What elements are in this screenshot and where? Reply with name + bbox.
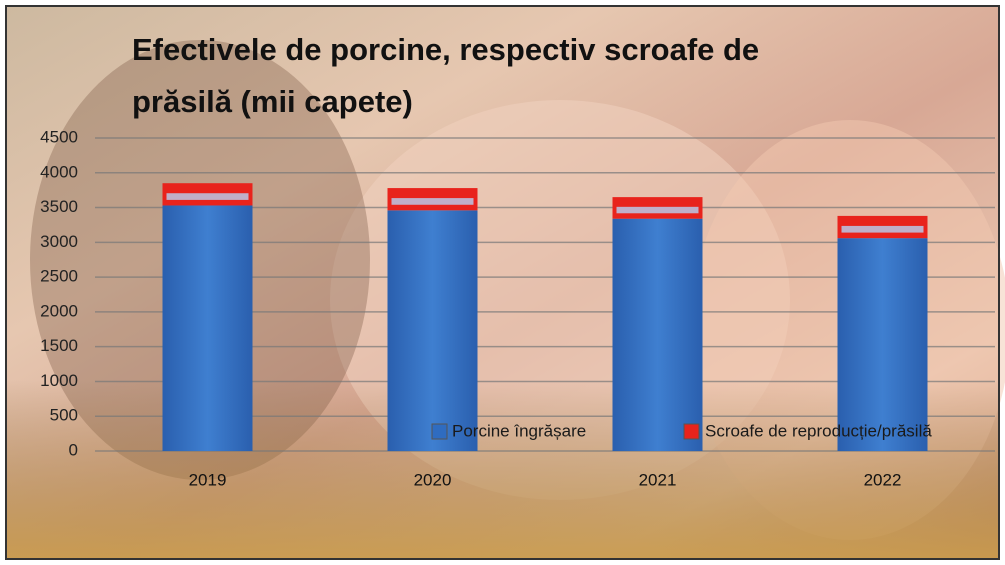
y-tick-label: 4500 <box>40 127 78 146</box>
segment-highlight <box>391 198 474 205</box>
y-tick-label: 3000 <box>40 232 78 251</box>
legend-label: Scroafe de reproducție/prăsilă <box>705 421 932 440</box>
y-tick-label: 2000 <box>40 301 78 320</box>
chart-title: Efectivele de porcine, respectiv scroafe… <box>132 32 759 67</box>
bar <box>162 205 253 451</box>
chart-title: prăsilă (mii capete) <box>132 84 413 119</box>
y-tick-label: 500 <box>50 406 78 425</box>
segment-highlight <box>841 225 924 233</box>
x-tick-label: 2022 <box>864 470 902 489</box>
segment-highlight <box>166 193 249 200</box>
y-tick-label: 1000 <box>40 371 78 390</box>
legend-label: Porcine îngrășare <box>452 421 586 440</box>
segment-highlight <box>616 206 699 214</box>
frame <box>5 5 1000 560</box>
y-tick-label: 0 <box>69 440 78 459</box>
x-tick-label: 2021 <box>639 470 677 489</box>
x-tick-label: 2020 <box>414 470 452 489</box>
bar <box>612 218 703 451</box>
legend-swatch <box>683 423 700 440</box>
y-tick-label: 3500 <box>40 197 78 216</box>
y-tick-label: 1500 <box>40 336 78 355</box>
bar <box>837 238 928 451</box>
legend-swatch <box>431 423 448 440</box>
y-tick-label: 2500 <box>40 267 78 286</box>
x-tick-label: 2019 <box>189 470 227 489</box>
y-tick-label: 4000 <box>40 162 78 181</box>
bar <box>387 210 478 451</box>
